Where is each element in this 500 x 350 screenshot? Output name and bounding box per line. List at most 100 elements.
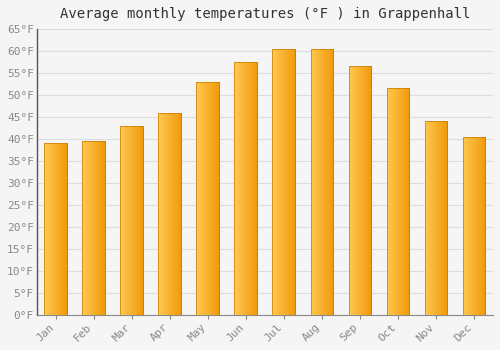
Bar [316,49,318,315]
Bar [280,49,281,315]
Bar [196,82,220,315]
Bar [408,89,410,315]
Bar [331,49,332,315]
Bar [236,62,238,315]
Bar [126,126,127,315]
Bar [244,62,246,315]
Bar [353,66,354,315]
Bar [358,66,359,315]
Bar [44,143,67,315]
Bar [352,66,353,315]
Bar [294,49,296,315]
Bar [176,113,178,315]
Bar [162,113,163,315]
Bar [315,49,316,315]
Bar [212,82,214,315]
Bar [50,143,51,315]
Bar [122,126,124,315]
Bar [388,89,389,315]
Bar [362,66,364,315]
Bar [168,113,170,315]
Bar [288,49,290,315]
Bar [360,66,361,315]
Bar [140,126,141,315]
Bar [210,82,212,315]
Bar [256,62,258,315]
Bar [132,126,133,315]
Bar [366,66,367,315]
Bar [350,66,351,315]
Bar [398,89,399,315]
Bar [179,113,180,315]
Bar [158,113,181,315]
Bar [472,137,473,315]
Bar [400,89,402,315]
Bar [462,137,464,315]
Bar [348,66,350,315]
Bar [272,49,274,315]
Bar [310,49,334,315]
Bar [62,143,64,315]
Bar [234,62,258,315]
Bar [285,49,286,315]
Bar [97,141,98,315]
Bar [178,113,179,315]
Bar [276,49,277,315]
Bar [442,121,443,315]
Bar [320,49,321,315]
Bar [218,82,220,315]
Bar [478,137,480,315]
Bar [440,121,442,315]
Bar [240,62,242,315]
Bar [482,137,483,315]
Bar [434,121,435,315]
Bar [436,121,437,315]
Bar [402,89,404,315]
Bar [242,62,244,315]
Bar [369,66,370,315]
Bar [239,62,240,315]
Bar [330,49,331,315]
Bar [428,121,429,315]
Bar [51,143,52,315]
Bar [136,126,138,315]
Bar [424,121,448,315]
Bar [274,49,275,315]
Bar [102,141,103,315]
Bar [206,82,208,315]
Bar [272,49,295,315]
Bar [370,66,372,315]
Bar [424,121,426,315]
Bar [255,62,256,315]
Bar [429,121,430,315]
Bar [172,113,173,315]
Bar [238,62,239,315]
Bar [44,143,46,315]
Bar [214,82,216,315]
Bar [134,126,135,315]
Bar [234,62,258,315]
Bar [88,141,89,315]
Bar [120,126,143,315]
Bar [386,89,388,315]
Bar [283,49,284,315]
Bar [361,66,362,315]
Bar [87,141,88,315]
Bar [466,137,467,315]
Bar [404,89,405,315]
Bar [321,49,322,315]
Bar [44,143,67,315]
Bar [52,143,54,315]
Bar [473,137,474,315]
Bar [163,113,164,315]
Bar [427,121,428,315]
Bar [272,49,295,315]
Bar [462,137,485,315]
Bar [60,143,62,315]
Bar [437,121,438,315]
Bar [86,141,87,315]
Bar [435,121,436,315]
Bar [348,66,372,315]
Bar [322,49,323,315]
Bar [282,49,283,315]
